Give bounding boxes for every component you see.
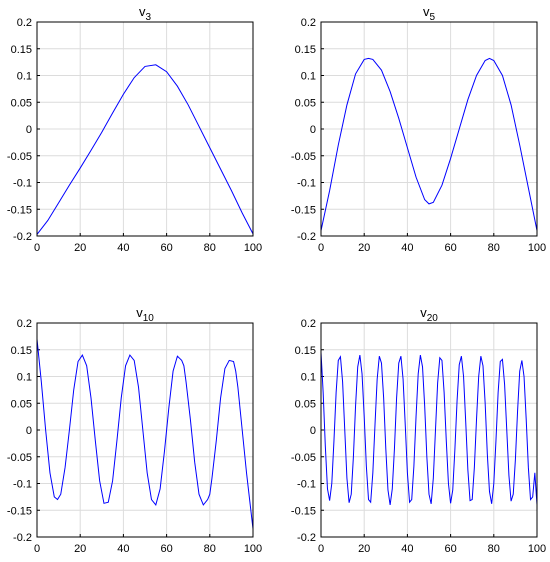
x-tick-label: 0 bbox=[34, 242, 40, 254]
x-tick-label: 40 bbox=[117, 543, 129, 555]
series-line bbox=[320, 57, 538, 231]
y-tick-label: -0.15 bbox=[7, 505, 32, 517]
x-tick-label: 0 bbox=[34, 543, 40, 555]
x-tick-label: 60 bbox=[160, 242, 172, 254]
y-tick-label: -0.05 bbox=[7, 151, 32, 163]
x-tick-label: 40 bbox=[117, 242, 129, 254]
x-tick-label: 100 bbox=[528, 543, 546, 555]
y-tick-label: -0.1 bbox=[297, 479, 316, 491]
y-tick-label: 0.2 bbox=[17, 17, 32, 29]
y-tick-label: 0.05 bbox=[295, 398, 316, 410]
y-tick-label: 0.1 bbox=[301, 372, 316, 384]
x-tick-label: 100 bbox=[244, 543, 262, 555]
series-line bbox=[36, 338, 254, 530]
y-tick-label: -0.05 bbox=[7, 452, 32, 464]
y-tick-label: 0.1 bbox=[17, 71, 32, 83]
x-tick-label: 20 bbox=[74, 543, 86, 555]
panel-title-main: v bbox=[420, 305, 427, 320]
x-tick-label: 80 bbox=[488, 242, 500, 254]
y-tick-label: -0.2 bbox=[297, 231, 316, 243]
y-tick-label: 0.05 bbox=[295, 97, 316, 109]
x-tick-label: 100 bbox=[244, 242, 262, 254]
panel-title: v20 bbox=[420, 305, 438, 324]
x-tick-label: 20 bbox=[358, 543, 370, 555]
y-tick-label: -0.15 bbox=[7, 204, 32, 216]
plot-frame bbox=[36, 322, 254, 538]
panel-v3: v3 0.2 0.15 0.1 0.05 0 -0.05 -0.1 -0.15 -0.2 0 20… bbox=[7, 4, 262, 254]
panel-title-subscript: 3 bbox=[145, 12, 151, 23]
plot-frame bbox=[320, 322, 538, 538]
y-tick-label: -0.1 bbox=[297, 178, 316, 190]
y-tick-label: 0.2 bbox=[301, 17, 316, 29]
panel-title-main: v bbox=[139, 4, 146, 19]
y-tick-label: 0 bbox=[26, 425, 32, 437]
y-tick-label: -0.2 bbox=[13, 231, 32, 243]
y-tick-label: -0.2 bbox=[13, 532, 32, 544]
panel-v10: v10 0.2 0.15 0.1 0.05 0 -0.05 -0.1 -0.15 -0.2 0 2… bbox=[7, 305, 262, 555]
y-tick-label: -0.05 bbox=[291, 452, 316, 464]
y-tick-label: 0 bbox=[26, 124, 32, 136]
x-tick-label: 60 bbox=[444, 543, 456, 555]
series-line bbox=[36, 64, 254, 235]
x-tick-label: 0 bbox=[318, 242, 324, 254]
y-tick-label: 0.2 bbox=[17, 318, 32, 330]
y-tick-label: -0.1 bbox=[13, 178, 32, 190]
x-tick-label: 80 bbox=[204, 242, 216, 254]
panel-title: v3 bbox=[139, 4, 152, 23]
y-tick-label: 0.05 bbox=[11, 398, 32, 410]
y-tick-label: 0 bbox=[310, 425, 316, 437]
panel-title-main: v bbox=[423, 4, 430, 19]
x-tick-label: 0 bbox=[318, 543, 324, 555]
panel-title-main: v bbox=[136, 305, 143, 320]
panel-title-subscript: 5 bbox=[429, 12, 435, 23]
plot-frame bbox=[36, 21, 254, 237]
x-tick-label: 20 bbox=[358, 242, 370, 254]
x-tick-label: 20 bbox=[74, 242, 86, 254]
x-tick-label: 100 bbox=[528, 242, 546, 254]
y-tick-label: -0.15 bbox=[291, 505, 316, 517]
x-tick-label: 40 bbox=[401, 543, 413, 555]
y-tick-label: -0.15 bbox=[291, 204, 316, 216]
x-tick-label: 80 bbox=[488, 543, 500, 555]
panel-v5: v5 0.2 0.15 0.1 0.05 0 -0.05 -0.1 -0.15 -0.2 0 20… bbox=[291, 4, 546, 254]
y-tick-label: 0.05 bbox=[11, 97, 32, 109]
y-tick-label: -0.05 bbox=[291, 151, 316, 163]
y-tick-label: -0.2 bbox=[297, 532, 316, 544]
y-tick-label: 0.15 bbox=[11, 44, 32, 56]
y-tick-label: 0.1 bbox=[301, 71, 316, 83]
y-tick-label: 0.15 bbox=[295, 44, 316, 56]
x-tick-label: 80 bbox=[204, 543, 216, 555]
panel-title: v10 bbox=[136, 305, 154, 324]
y-tick-label: -0.1 bbox=[13, 479, 32, 491]
x-tick-label: 60 bbox=[160, 543, 172, 555]
y-tick-label: 0.2 bbox=[301, 318, 316, 330]
panel-title-subscript: 20 bbox=[427, 313, 439, 324]
x-tick-label: 40 bbox=[401, 242, 413, 254]
x-tick-label: 60 bbox=[444, 242, 456, 254]
y-tick-label: 0.15 bbox=[295, 345, 316, 357]
plot-frame bbox=[320, 21, 538, 237]
y-tick-label: 0.1 bbox=[17, 372, 32, 384]
series-line bbox=[320, 352, 538, 505]
y-tick-label: 0 bbox=[310, 124, 316, 136]
y-tick-label: 0.15 bbox=[11, 345, 32, 357]
panel-title: v5 bbox=[423, 4, 436, 23]
panel-title-subscript: 10 bbox=[143, 313, 155, 324]
